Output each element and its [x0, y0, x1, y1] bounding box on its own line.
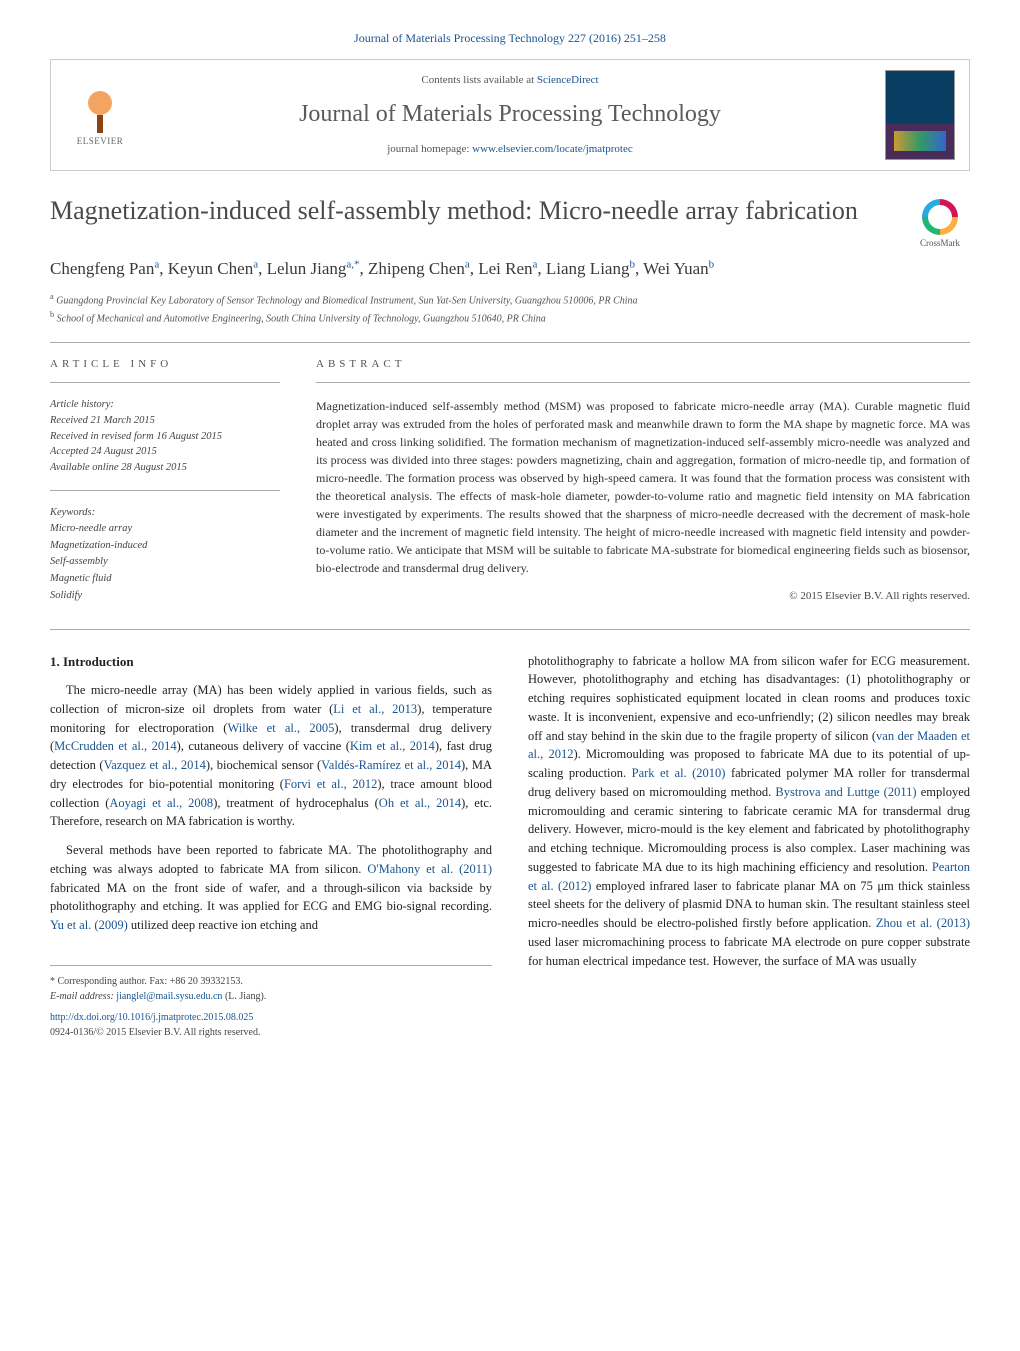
contents-lists-line: Contents lists available at ScienceDirec… — [151, 73, 869, 88]
email-suffix: (L. Jiang). — [222, 991, 266, 1002]
affiliation-b: b School of Mechanical and Automotive En… — [50, 309, 970, 326]
issn-copyright-line: 0924-0136/© 2015 Elsevier B.V. All right… — [50, 1025, 492, 1040]
keywords-label: Keywords: — [50, 505, 280, 521]
homepage-line: journal homepage: www.elsevier.com/locat… — [151, 142, 869, 157]
journal-citation: Journal of Materials Processing Technolo… — [50, 30, 970, 47]
journal-cover-thumbnail — [885, 70, 955, 160]
abstract-copyright: © 2015 Elsevier B.V. All rights reserved… — [316, 589, 970, 604]
authors-line: Chengfeng Pana, Keyun Chena, Lelun Jiang… — [50, 257, 970, 281]
corresponding-email-link[interactable]: jianglel@mail.sysu.edu.cn — [116, 991, 222, 1002]
affiliation-a-text: Guangdong Provincial Key Laboratory of S… — [56, 296, 637, 307]
homepage-link[interactable]: www.elsevier.com/locate/jmatprotec — [472, 143, 633, 155]
keyword-item: Magnetization-induced — [50, 538, 280, 555]
section-number: 1. — [50, 654, 60, 669]
keywords-list: Micro-needle arrayMagnetization-inducedS… — [50, 521, 280, 605]
separator-rule-2 — [50, 629, 970, 630]
journal-header-box: ELSEVIER Contents lists available at Sci… — [50, 59, 970, 171]
body-para-2: Several methods have been reported to fa… — [50, 841, 492, 935]
elsevier-logo: ELSEVIER — [65, 75, 135, 155]
history-revised: Received in revised form 16 August 2015 — [50, 429, 280, 445]
sciencedirect-link[interactable]: ScienceDirect — [537, 74, 599, 86]
contents-prefix: Contents lists available at — [421, 74, 536, 86]
info-rule — [50, 382, 280, 383]
abstract-text: Magnetization-induced self-assembly meth… — [316, 397, 970, 577]
article-info-column: ARTICLE INFO Article history: Received 2… — [50, 357, 280, 619]
body-para-1: The micro-needle array (MA) has been wid… — [50, 681, 492, 831]
separator-rule — [50, 342, 970, 343]
history-accepted: Accepted 24 August 2015 — [50, 444, 280, 460]
keyword-item: Self-assembly — [50, 554, 280, 571]
right-column: photolithography to fabricate a hollow M… — [528, 652, 970, 1040]
title-row: Magnetization-induced self-assembly meth… — [50, 195, 970, 250]
history-online: Available online 28 August 2015 — [50, 460, 280, 476]
keyword-item: Solidify — [50, 588, 280, 605]
affiliation-a: a Guangdong Provincial Key Laboratory of… — [50, 291, 970, 308]
elsevier-wordmark: ELSEVIER — [77, 135, 124, 148]
corresponding-line: * Corresponding author. Fax: +86 20 3933… — [50, 974, 492, 989]
crossmark-label: CrossMark — [910, 237, 970, 250]
journal-name: Journal of Materials Processing Technolo… — [151, 98, 869, 132]
section-heading: 1. Introduction — [50, 652, 492, 672]
body-columns: 1. Introduction The micro-needle array (… — [50, 652, 970, 1040]
article-history: Article history: Received 21 March 2015 … — [50, 397, 280, 476]
info-abstract-row: ARTICLE INFO Article history: Received 2… — [50, 357, 970, 619]
corresponding-footer: * Corresponding author. Fax: +86 20 3933… — [50, 965, 492, 1040]
header-center: Contents lists available at ScienceDirec… — [151, 73, 869, 157]
keyword-item: Micro-needle array — [50, 521, 280, 538]
history-label: Article history: — [50, 397, 280, 413]
article-title: Magnetization-induced self-assembly meth… — [50, 195, 890, 228]
keywords-block: Keywords: Micro-needle arrayMagnetizatio… — [50, 505, 280, 605]
crossmark-badge[interactable]: CrossMark — [910, 199, 970, 250]
left-column: 1. Introduction The micro-needle array (… — [50, 652, 492, 1040]
history-received: Received 21 March 2015 — [50, 413, 280, 429]
info-rule-2 — [50, 490, 280, 491]
affiliation-b-text: School of Mechanical and Automotive Engi… — [57, 313, 546, 324]
doi-link[interactable]: http://dx.doi.org/10.1016/j.jmatprotec.2… — [50, 1012, 253, 1023]
homepage-prefix: journal homepage: — [387, 143, 472, 155]
article-info-heading: ARTICLE INFO — [50, 357, 280, 372]
body-para-3: photolithography to fabricate a hollow M… — [528, 652, 970, 971]
keyword-item: Magnetic fluid — [50, 571, 280, 588]
email-line: E-mail address: jianglel@mail.sysu.edu.c… — [50, 989, 492, 1004]
elsevier-tree-icon — [75, 83, 125, 133]
crossmark-icon — [922, 199, 958, 235]
abstract-heading: ABSTRACT — [316, 357, 970, 372]
abstract-rule — [316, 382, 970, 383]
affiliations: a Guangdong Provincial Key Laboratory of… — [50, 291, 970, 326]
section-title: Introduction — [63, 654, 134, 669]
email-label: E-mail address: — [50, 991, 116, 1002]
doi-line: http://dx.doi.org/10.1016/j.jmatprotec.2… — [50, 1010, 492, 1025]
abstract-column: ABSTRACT Magnetization-induced self-asse… — [316, 357, 970, 619]
